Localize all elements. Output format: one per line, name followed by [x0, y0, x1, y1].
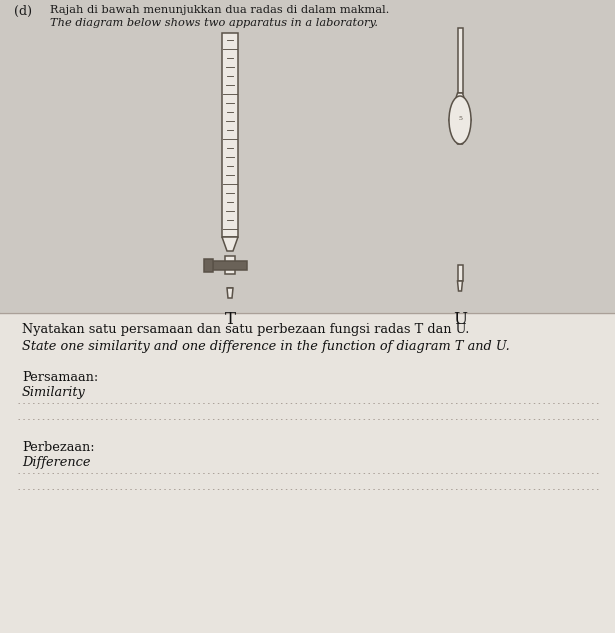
Text: Perbezaan:: Perbezaan: [22, 441, 95, 454]
Text: U: U [453, 311, 467, 328]
Text: 5: 5 [458, 115, 462, 120]
Polygon shape [449, 93, 471, 120]
Polygon shape [227, 288, 233, 298]
Ellipse shape [449, 96, 471, 144]
Text: Nyatakan satu persamaan dan satu perbezaan fungsi radas T dan U.: Nyatakan satu persamaan dan satu perbeza… [22, 323, 469, 336]
Text: Difference: Difference [22, 456, 90, 469]
Bar [458, 28, 462, 93]
Text: Similarity: Similarity [22, 386, 85, 399]
Bar [458, 265, 462, 281]
Polygon shape [222, 237, 238, 251]
Text: (d): (d) [14, 5, 32, 18]
Polygon shape [449, 120, 471, 144]
Text: State one similarity and one difference in the function of diagram T and U.: State one similarity and one difference … [22, 341, 510, 353]
Text: T: T [224, 311, 236, 328]
Bar [222, 33, 238, 237]
Polygon shape [458, 281, 462, 291]
Text: Rajah di bawah menunjukkan dua radas di dalam makmal.: Rajah di bawah menunjukkan dua radas di … [50, 5, 389, 15]
Bar [0, 313, 615, 633]
Bar [204, 258, 213, 272]
Bar [0, 0, 615, 313]
Bar [225, 256, 235, 274]
Text: Persamaan:: Persamaan: [22, 372, 98, 384]
Text: The diagram below shows two apparatus in a laboratory.: The diagram below shows two apparatus in… [50, 18, 378, 28]
Bar [213, 261, 247, 270]
